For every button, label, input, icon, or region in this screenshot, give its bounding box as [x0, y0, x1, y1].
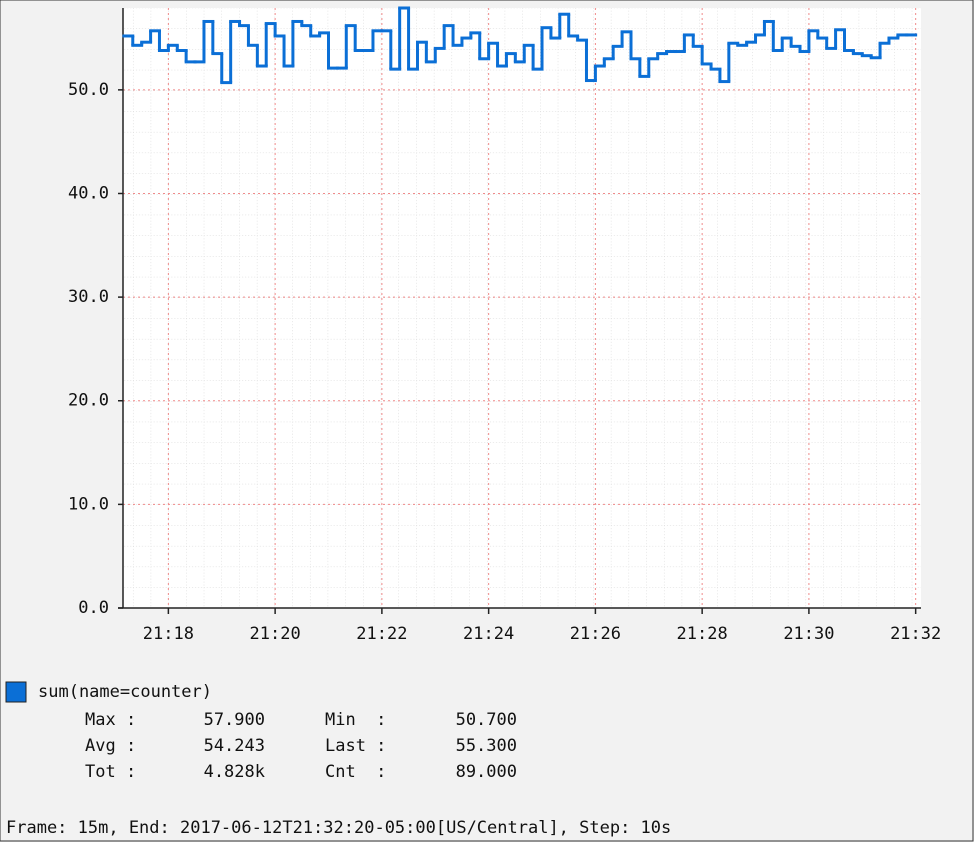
stat-label: Min :	[325, 710, 386, 730]
y-tick-label: 0.0	[78, 598, 109, 618]
legend-label: sum(name=counter)	[38, 682, 212, 702]
x-tick-label: 21:22	[356, 624, 407, 644]
stat-value: 55.300	[456, 736, 517, 756]
x-tick-label: 21:28	[677, 624, 728, 644]
legend-swatch	[5, 681, 27, 703]
x-tick-label: 21:24	[463, 624, 514, 644]
stat-label: Tot :	[85, 762, 136, 782]
stat-value: 4.828k	[204, 762, 265, 782]
stat-value: 89.000	[456, 762, 517, 782]
stat-label: Max :	[85, 710, 136, 730]
stat-label: Cnt :	[325, 762, 386, 782]
plot-layer: 0.0 10.0 20.0 30.0 40.0 50.0 21:18 21:20 21:22 21…	[68, 6, 941, 644]
stat-label: Last :	[325, 736, 386, 756]
y-tick-label: 40.0	[68, 183, 109, 203]
stat-value: 50.700	[456, 710, 517, 730]
x-tick-label: 21:26	[570, 624, 621, 644]
stat-value: 57.900	[204, 710, 265, 730]
y-tick-label: 50.0	[68, 80, 109, 100]
y-tick-label: 10.0	[68, 494, 109, 514]
x-tick-label: 21:20	[250, 624, 301, 644]
stat-label: Avg :	[85, 736, 136, 756]
footer: Frame: 15m, End: 2017-06-12T21:32:20-05:…	[6, 818, 671, 838]
x-tick-label: 21:18	[143, 624, 194, 644]
y-tick-label: 30.0	[68, 287, 109, 307]
x-tick-label: 21:30	[783, 624, 834, 644]
x-tick-label: 21:32	[890, 624, 941, 644]
stat-value: 54.243	[204, 736, 265, 756]
y-tick-label: 20.0	[68, 391, 109, 411]
minor-grid	[123, 8, 921, 608]
